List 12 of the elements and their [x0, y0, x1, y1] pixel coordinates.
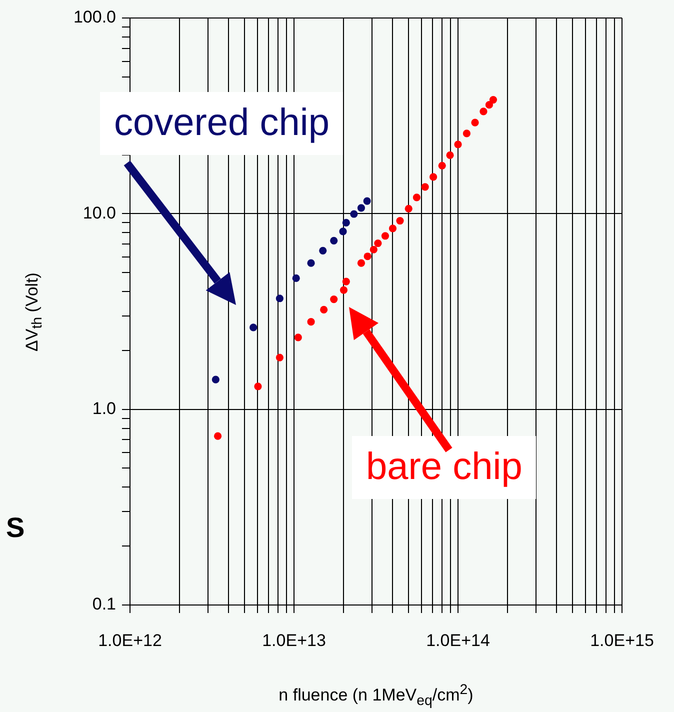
y-tick-label: 0.1 [92, 594, 116, 614]
series-label: covered chip [100, 92, 344, 155]
text: S [6, 512, 25, 544]
x-axis-title: n fluence (n 1MeV$_{eq}$/cm$^{2}$) [278, 682, 474, 710]
text: bare chip [352, 436, 536, 499]
x-tick-label: 1.0E+14 [426, 630, 490, 650]
x-tick-label: 1.0E+13 [262, 630, 326, 650]
y-tick-label: 100.0 [73, 8, 116, 27]
x-tick-label: 1.0E+15 [590, 630, 654, 650]
x-tick-label: 1.0E+12 [98, 630, 162, 650]
y-tick-label: 1.0 [92, 399, 116, 418]
y-tick-label: 10.0 [82, 203, 116, 222]
